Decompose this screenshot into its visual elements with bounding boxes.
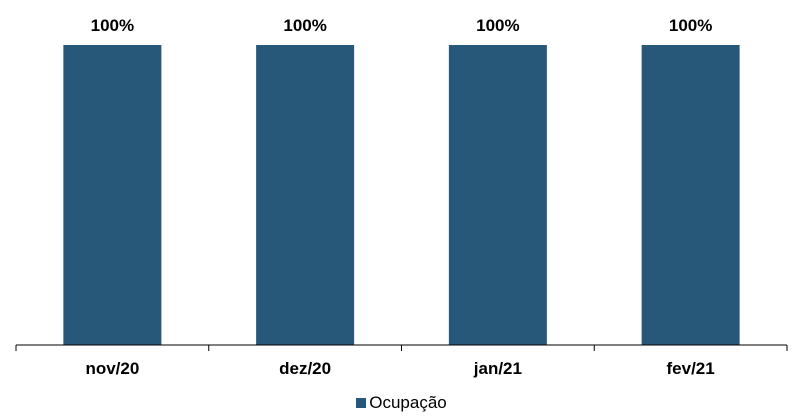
x-tick-label: dez/20 [279,359,331,378]
bars [63,45,740,345]
data-label: 100% [476,16,519,35]
bar-fev-21 [641,45,740,345]
x-tick-label: nov/20 [85,359,139,378]
data-label: 100% [283,16,326,35]
bar-nov-20 [63,45,162,345]
legend-swatch [356,398,367,408]
data-label: 100% [669,16,712,35]
legend-label: Ocupação [369,393,447,412]
x-tick-labels: nov/20 dez/20 jan/21 fev/21 [85,359,714,378]
data-label: 100% [91,16,134,35]
x-tick-label: jan/21 [473,359,522,378]
x-tick-label: fev/21 [667,359,715,378]
x-axis [15,344,788,351]
bar-dez-20 [256,45,355,345]
legend: Ocupação [0,393,803,413]
bar-jan-21 [448,45,547,345]
data-labels: 100% 100% 100% 100% [91,16,713,35]
